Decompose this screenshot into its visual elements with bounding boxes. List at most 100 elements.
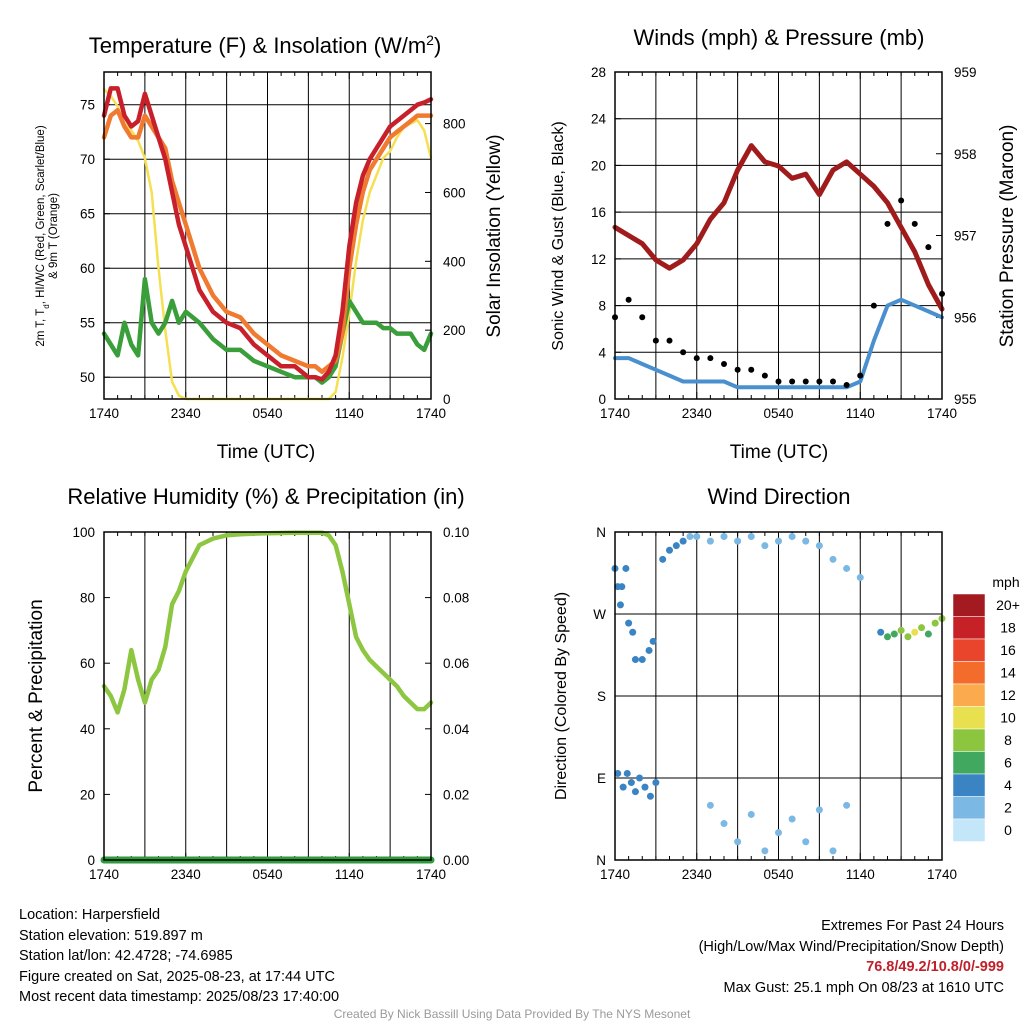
- direction-point: [904, 633, 912, 641]
- direction-point: [802, 537, 810, 545]
- recent-text: Most recent data timestamp: 2025/08/23 1…: [19, 989, 340, 1005]
- humidity-ytick-label: 20: [80, 787, 95, 802]
- legend-swatch: [952, 616, 986, 640]
- direction-title: Wind Direction: [707, 484, 850, 509]
- temperature-ytick-label: 75: [80, 98, 95, 113]
- gust-point: [830, 378, 836, 385]
- temperature-xtick-label: 2340: [171, 406, 201, 421]
- direction-point: [616, 601, 624, 609]
- gust-point: [693, 355, 700, 362]
- gust-point: [898, 197, 905, 204]
- humidity-ytick-label: 0.08: [443, 591, 469, 606]
- legend-label: 18: [1000, 620, 1016, 636]
- direction-point: [802, 838, 810, 846]
- temperature-xtick-label: 1140: [335, 406, 364, 421]
- humidity-ytick-label: 0.00: [443, 853, 469, 868]
- humidity-xtick-label: 1740: [89, 867, 119, 882]
- winds-ytick-label: 16: [591, 205, 606, 220]
- temperature-ytick-label: 0: [443, 392, 451, 407]
- winds-ytick-label: 959: [954, 65, 977, 80]
- winds-ytick-label: 8: [598, 299, 606, 314]
- direction-point: [829, 847, 837, 855]
- gust-point: [666, 337, 673, 344]
- direction-point: [815, 806, 823, 814]
- direction-point: [918, 624, 926, 632]
- legend-swatch: [952, 683, 986, 707]
- direction-point: [693, 533, 701, 541]
- extremes-heading: Extremes For Past 24 Hours: [821, 918, 1004, 934]
- max-gust-text: Max Gust: 25.1 mph On 08/23 at 1610 UTC: [723, 979, 1004, 996]
- winds-xtick-label: 1740: [927, 406, 957, 421]
- gust-point: [925, 244, 932, 251]
- direction-point: [775, 829, 782, 837]
- legend-swatch: [952, 773, 986, 797]
- direction-point: [720, 533, 728, 541]
- gust-point: [911, 220, 918, 227]
- direction-xtick-label: 0540: [763, 867, 793, 882]
- winds-xtick-label: 1140: [846, 406, 875, 421]
- direction-point: [843, 801, 851, 809]
- direction-ytick-label: N: [596, 525, 606, 540]
- legend-swatch: [952, 706, 986, 730]
- winds-ytick-label: 20: [591, 158, 606, 173]
- extremes-values: 76.8/49.2/10.8/0/-999: [866, 959, 1004, 975]
- humidity-xtick-label: 1740: [416, 867, 446, 882]
- winds-frame: [614, 71, 943, 400]
- temperature-ytick-label: 400: [443, 254, 466, 269]
- temp-2m-line: [101, 86, 434, 382]
- direction-point: [843, 564, 851, 572]
- humidity-title: Relative Humidity (%) & Precipitation (i…: [67, 484, 464, 509]
- direction-point: [734, 537, 742, 545]
- gust-point: [721, 360, 727, 367]
- direction-point: [734, 838, 742, 846]
- direction-point: [622, 564, 630, 572]
- gust-point: [857, 372, 864, 379]
- direction-point: [706, 537, 714, 545]
- humidity-xtick-label: 0540: [252, 867, 282, 882]
- humidity-ytick-label: 40: [80, 722, 95, 737]
- direction-point: [625, 619, 633, 627]
- gust-point: [789, 378, 796, 385]
- temp-9m-line: [101, 107, 434, 375]
- gust-point: [680, 349, 687, 356]
- legend-title: mph: [992, 574, 1019, 590]
- legend-label: 14: [1000, 665, 1016, 681]
- gust-point: [625, 296, 632, 303]
- sonic-wind-line: [613, 297, 944, 390]
- temperature-frame: [103, 71, 432, 400]
- direction-point: [706, 801, 714, 809]
- direction-point: [679, 537, 687, 545]
- direction-point: [659, 555, 667, 563]
- direction-frame: [614, 531, 943, 861]
- gust-point: [652, 337, 659, 344]
- humidity-ytick-label: 0.06: [443, 656, 469, 671]
- direction-xtick-label: 2340: [682, 867, 712, 882]
- speed-legend: 20+ 18 16 14 12 10 8 6 4 2 0: [952, 593, 1020, 842]
- direction-point: [890, 630, 898, 638]
- direction-point: [631, 656, 639, 664]
- temperature-xlabel: Time (UTC): [217, 442, 316, 463]
- legend-swatch: [952, 593, 986, 617]
- direction-point: [666, 546, 673, 554]
- legend-label: 16: [1000, 642, 1016, 658]
- winds-ytick-label: 4: [598, 345, 606, 360]
- legend-label: 4: [1004, 777, 1012, 793]
- humidity-ytick-label: 0.04: [443, 722, 470, 737]
- gust-point: [802, 378, 809, 385]
- direction-xtick-label: 1740: [600, 867, 630, 882]
- direction-point: [672, 542, 680, 550]
- humidity-frame: [103, 531, 432, 861]
- direction-ytick-label: W: [593, 607, 606, 622]
- temperature-ytick-label: 800: [443, 117, 466, 132]
- direction-point: [645, 646, 653, 654]
- direction-point: [911, 628, 919, 636]
- gust-point: [884, 220, 891, 227]
- winds-ytick-label: 24: [591, 112, 607, 127]
- pressure-line: [612, 143, 945, 312]
- direction-point: [931, 619, 939, 627]
- direction-point: [788, 815, 796, 823]
- legend-label: 2: [1004, 800, 1012, 816]
- temperature-title: Temperature (F) & Insolation (W/m2): [89, 32, 442, 58]
- legend-label: 0: [1004, 822, 1012, 838]
- direction-point: [646, 792, 654, 800]
